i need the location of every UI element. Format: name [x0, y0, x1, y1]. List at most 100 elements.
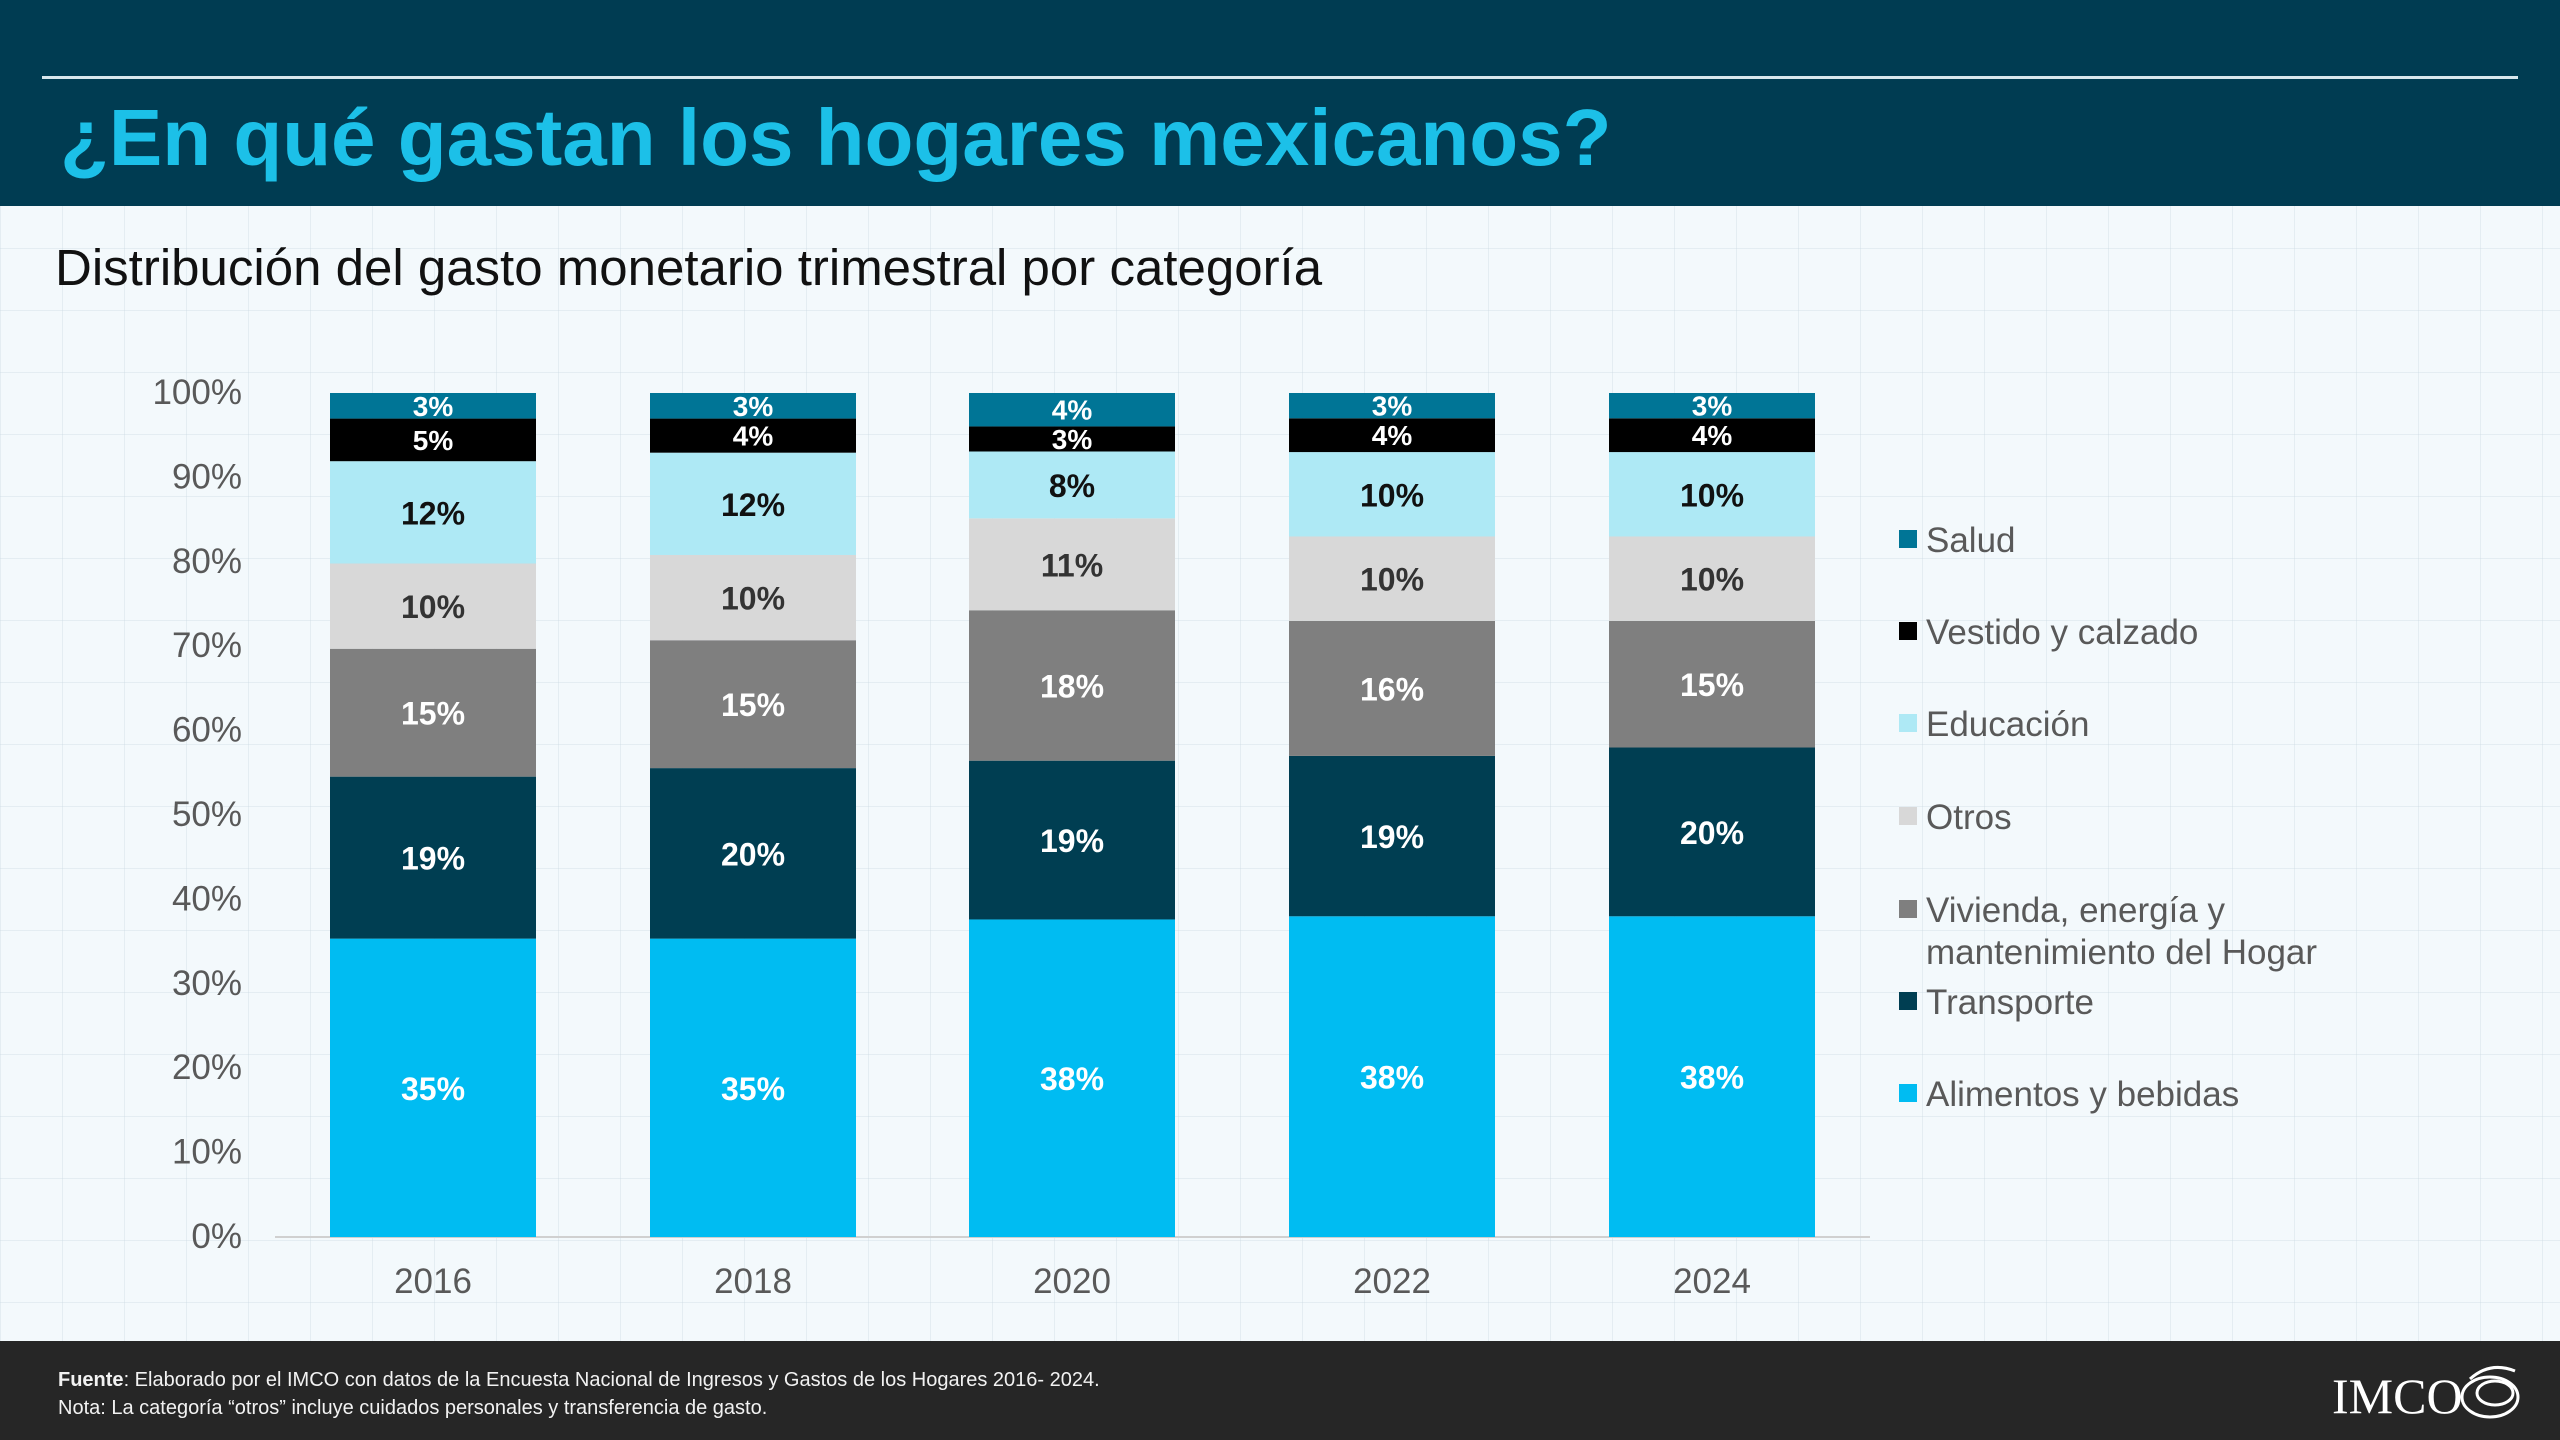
- header-band: ¿En qué gastan los hogares mexicanos?: [0, 0, 2560, 206]
- legend-label: mantenimiento del Hogar: [1926, 933, 2317, 972]
- x-tick-label: 2024: [1673, 1262, 1751, 1301]
- data-label: 4%: [1372, 420, 1413, 451]
- legend-swatch: [1899, 1084, 1917, 1102]
- bar-segment: [330, 418, 536, 462]
- data-label: 20%: [1680, 815, 1744, 851]
- bar-segment: [1609, 916, 1815, 1237]
- legend-swatch: [1899, 807, 1917, 825]
- legend-swatch: [1899, 900, 1917, 918]
- legend-swatch: [1899, 714, 1917, 732]
- bar-segment: [650, 554, 856, 641]
- x-tick-label: 2018: [714, 1262, 792, 1301]
- bar-segment: [650, 640, 856, 769]
- data-label: 16%: [1360, 671, 1424, 707]
- page-title: ¿En qué gastan los hogares mexicanos?: [60, 93, 1612, 182]
- bar-segment: [1289, 393, 1495, 419]
- footer: Fuente: Elaborado por el IMCO con datos …: [0, 1341, 2560, 1440]
- imco-logo-wordmark: IMCO: [2332, 1368, 2463, 1424]
- y-tick-label: 30%: [172, 964, 242, 1003]
- data-label: 19%: [1360, 819, 1424, 855]
- legend-label: Vivienda, energía y: [1926, 891, 2226, 930]
- x-tick-label: 2020: [1033, 1262, 1111, 1301]
- imco-logo-swirl-icon: [2460, 1365, 2520, 1419]
- data-label: 5%: [413, 425, 454, 456]
- y-tick-label: 60%: [172, 711, 242, 750]
- stacked-bar-chart: 0% 10% 20% 30% 40% 50% 60% 70% 80% 90% 100% 2016 201…: [152, 373, 2317, 1301]
- bar-segment: [650, 452, 856, 555]
- legend-label: Alimentos y bebidas: [1926, 1075, 2239, 1114]
- data-label: 8%: [1049, 468, 1095, 504]
- data-label: 11%: [1041, 547, 1103, 583]
- y-tick-label: 0%: [191, 1217, 242, 1256]
- bar-segment: [969, 451, 1175, 519]
- y-tick-label: 100%: [152, 373, 242, 412]
- bar-segment: [969, 760, 1175, 920]
- footer-source: Fuente: Elaborado por el IMCO con datos …: [58, 1369, 1100, 1392]
- bar-segment: [330, 648, 536, 777]
- bar-segment: [1609, 620, 1815, 748]
- bar-segment: [650, 768, 856, 939]
- y-tick-label: 80%: [172, 542, 242, 581]
- data-label: 38%: [1360, 1060, 1424, 1096]
- x-tick-label: 2022: [1353, 1262, 1431, 1301]
- data-label: 20%: [721, 836, 785, 872]
- bar-segment: [1289, 536, 1495, 621]
- footer-source-text: : Elaborado por el IMCO con datos de la …: [123, 1369, 1100, 1391]
- data-label: 35%: [721, 1071, 785, 1107]
- bar-segment: [969, 426, 1175, 452]
- data-label: 12%: [721, 487, 785, 523]
- legend-swatch: [1899, 622, 1917, 640]
- data-label: 19%: [1040, 823, 1104, 859]
- data-label: 15%: [401, 696, 465, 732]
- data-label: 15%: [1680, 667, 1744, 703]
- data-label: 10%: [1680, 477, 1744, 513]
- data-label: 10%: [401, 589, 465, 625]
- data-label: 12%: [401, 495, 465, 531]
- data-label: 3%: [1052, 424, 1093, 455]
- bar-segment: [650, 938, 856, 1237]
- data-label: 4%: [1692, 420, 1733, 451]
- bar-segment: [1609, 536, 1815, 621]
- data-label: 3%: [1692, 391, 1733, 422]
- bar-segment: [330, 938, 536, 1237]
- y-tick-label: 90%: [172, 457, 242, 496]
- legend-label: Transporte: [1926, 983, 2094, 1022]
- header-divider: [42, 76, 2518, 79]
- bar-segment: [330, 563, 536, 649]
- bar-segment: [969, 518, 1175, 611]
- y-tick-label: 10%: [172, 1133, 242, 1172]
- data-label: 3%: [1372, 391, 1413, 422]
- bar-segment: [650, 418, 856, 453]
- bar-segment: [1609, 747, 1815, 917]
- data-label: 15%: [721, 687, 785, 723]
- data-label: 18%: [1040, 668, 1104, 704]
- data-label: 19%: [401, 841, 465, 877]
- bar-segment: [1289, 755, 1495, 917]
- data-label: 3%: [413, 391, 454, 422]
- data-label: 10%: [1360, 477, 1424, 513]
- legend-swatch: [1899, 530, 1917, 548]
- data-label: 38%: [1040, 1061, 1104, 1097]
- bar-segment: [330, 461, 536, 564]
- footer-source-label: Fuente: [58, 1369, 124, 1391]
- data-label: 10%: [721, 581, 785, 617]
- bar-segment: [1289, 620, 1495, 756]
- bar-segment: [1289, 916, 1495, 1237]
- y-tick-label: 70%: [172, 626, 242, 665]
- y-tick-label: 20%: [172, 1048, 242, 1087]
- legend-label: Vestido y calzado: [1926, 613, 2198, 652]
- legend-label: Educación: [1926, 705, 2089, 744]
- bar-segment: [1289, 452, 1495, 537]
- bar-segment: [969, 919, 1175, 1237]
- footer-note: Nota: La categoría “otros” incluye cuida…: [58, 1397, 768, 1419]
- chart-subtitle: Distribución del gasto monetario trimest…: [55, 239, 1323, 296]
- bar-segment: [1609, 418, 1815, 453]
- legend-label: Salud: [1926, 521, 2016, 560]
- bar-segment: [330, 776, 536, 939]
- bar-segment: [330, 393, 536, 419]
- y-tick-label: 40%: [172, 879, 242, 918]
- data-label: 4%: [1052, 395, 1093, 426]
- data-label: 38%: [1680, 1060, 1744, 1096]
- legend-swatch: [1899, 992, 1917, 1010]
- bar-segment: [1289, 418, 1495, 453]
